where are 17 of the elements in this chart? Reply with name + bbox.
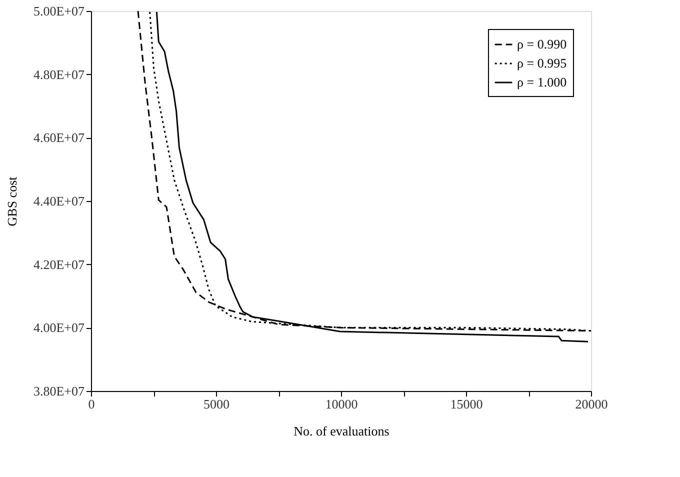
x-tick-label: 10000 xyxy=(325,396,358,412)
x-tick-label: 20000 xyxy=(575,396,608,412)
y-tick-label: 5.00E+07 xyxy=(33,4,85,18)
y-tick-label: 4.80E+07 xyxy=(33,66,85,82)
y-tick-label: 4.60E+07 xyxy=(33,130,85,146)
legend-label: ρ = 0.990 xyxy=(517,36,567,52)
legend-label: ρ = 1.000 xyxy=(517,74,567,90)
legend-label: ρ = 0.995 xyxy=(517,56,567,70)
x-axis-title: No. of evaluations xyxy=(294,424,390,438)
y-tick-label: 4.20E+07 xyxy=(33,256,85,272)
x-tick-label: 5000 xyxy=(204,396,230,412)
x-tick-label: 0 xyxy=(88,396,95,412)
y-axis-title: GBS cost xyxy=(4,176,20,226)
y-tick-label: 4.40E+07 xyxy=(33,194,85,208)
y-tick-label: 4.00E+07 xyxy=(33,320,85,336)
y-tick-label: 3.80E+07 xyxy=(33,384,85,398)
x-tick-label: 15000 xyxy=(450,396,483,412)
